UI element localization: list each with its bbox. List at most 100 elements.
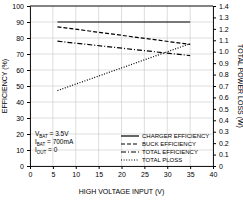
tick-mark [27,22,30,23]
tick-mark [213,17,216,18]
tick: 0 [29,166,33,178]
tick-label: 10 [16,147,24,154]
tick: 10 [16,147,30,154]
tick: 60 [16,67,30,74]
series-line [57,21,190,22]
tick-mark [213,63,216,64]
tick: 80 [16,35,30,42]
tick-mark [213,155,216,156]
tick-mark [27,166,30,167]
legend: CHARGER EFFICIENCYBUCK EFFICIENCYTOTAL E… [121,133,209,163]
tick-label: 20 [118,171,126,178]
chart: 0510152025303540010203040506070809010000… [0,0,243,200]
tick-mark [76,166,77,169]
tick: 0.1 [213,151,229,158]
tick-label: 50 [16,83,24,90]
tick: 30 [164,166,172,178]
tick: 0.8 [213,71,229,78]
tick-label: 0.2 [219,140,229,147]
tick: 30 [16,115,30,122]
tick-label: 1.2 [219,26,229,33]
tick: 0.5 [213,106,229,113]
tick-mark [27,38,30,39]
y-axis: 0102030405060708090100 [12,3,30,170]
tick-label: 0.8 [219,71,229,78]
legend-label: TOTAL PLOSS [142,157,182,163]
frame [30,6,213,7]
tick-mark [167,166,168,169]
tick-mark [53,166,54,169]
tick-label: 1.0 [219,48,229,55]
y-axis-title: EFFICIENCY (%) [1,59,9,113]
y2-axis: 0 0.1 0.2 0.3 0.4 0.5 0.6 0.7 0.8 0.9 1.0 1.1 1.2 1.3… [213,3,229,170]
tick-label: 90 [16,19,24,26]
tick-label: 100 [12,3,24,10]
tick-mark [190,166,191,169]
tick-mark [27,150,30,151]
tick: 100 [12,3,30,10]
tick-mark [213,6,216,7]
tick-label: 0.7 [219,83,229,90]
tick-label: 80 [16,35,24,42]
tick: 0.3 [213,128,229,135]
tick: 90 [16,19,30,26]
tick-mark [213,166,216,167]
legend-label: TOTAL EFFICIENCY [142,149,198,155]
tick: 1.1 [213,37,229,44]
tick-mark [27,102,30,103]
legend-swatch [121,135,139,136]
tick-label: 0.5 [219,106,229,113]
tick-label: 20 [16,131,24,138]
tick-label: 0.3 [219,128,229,135]
tick: 0.7 [213,83,229,90]
tick-mark [99,166,100,169]
annotation: IOUT = 0 [35,146,58,155]
tick: 0.6 [213,94,229,101]
tick: 0 [213,163,223,170]
tick-label: 0 [219,163,223,170]
tick-label: 0 [20,163,24,170]
tick: 10 [72,166,80,178]
tick-mark [213,75,216,76]
series-line [57,41,190,55]
tick-mark [27,118,30,119]
tick-label: 0.6 [219,94,229,101]
tick-mark [27,54,30,55]
tick: 1.0 [213,48,229,55]
tick-mark [213,143,216,144]
tick: 0.9 [213,60,229,67]
tick-label: 35 [187,171,195,178]
grid-line [30,6,213,7]
tick-label: 1.1 [219,37,229,44]
tick-label: 1.3 [219,14,229,21]
tick-label: 1.4 [219,3,229,10]
grid-line [98,6,99,166]
legend-swatch [121,151,139,152]
tick-label: 30 [164,171,172,178]
tick-label: 60 [16,67,24,74]
series-group [57,22,190,91]
tick: 70 [16,51,30,58]
tick-mark [27,134,30,135]
tick-label: 0.4 [219,117,229,124]
tick: 20 [16,131,30,138]
tick: 1.2 [213,26,229,33]
grid-line [121,6,122,166]
grid [30,6,213,166]
tick-mark [213,52,216,53]
legend-swatch [121,143,139,144]
tick: 0.2 [213,140,229,147]
tick-mark [27,70,30,71]
x-axis-title: HIGH VOLTAGE INPUT (V) [79,188,165,196]
tick-label: 5 [51,171,55,178]
series-line [57,44,190,91]
tick-mark [213,86,216,87]
x-axis: 0510152025303540 [29,166,218,178]
grid-line [75,6,76,166]
tick: 0.4 [213,117,229,124]
tick-mark [213,132,216,133]
tick-mark [213,109,216,110]
tick: 15 [95,166,103,178]
tick-label: 70 [16,51,24,58]
tick-mark [213,97,216,98]
